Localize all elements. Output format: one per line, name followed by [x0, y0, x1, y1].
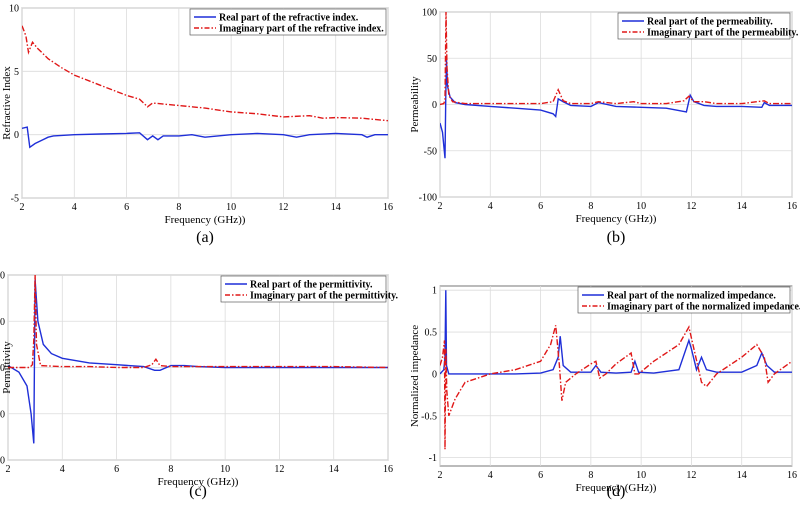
- real-part-line: [440, 60, 792, 159]
- panel-caption: (b): [607, 229, 626, 246]
- legend-box: [617, 12, 791, 40]
- legend-label: Imaginary part of the normalized impedan…: [607, 302, 800, 313]
- x-tick-label: 14: [737, 470, 747, 481]
- y-tick-label: -50: [0, 409, 5, 420]
- y-tick-label: -100: [0, 456, 5, 467]
- y-tick-label: 50: [0, 317, 5, 328]
- panel-caption: (d): [607, 483, 626, 500]
- x-tick-label: 12: [686, 470, 696, 481]
- x-tick-label: 16: [787, 470, 797, 481]
- legend: Real part of the refractive index.Imagin…: [189, 8, 387, 36]
- x-tick-label: 8: [588, 201, 593, 212]
- legend-box: [189, 8, 387, 36]
- x-tick-label: 4: [72, 202, 77, 213]
- legend-label: Imaginary part of the permittivity.: [250, 291, 399, 302]
- y-axis-label: Permeability: [409, 76, 421, 133]
- y-tick-label: -50: [424, 146, 437, 157]
- x-tick-label: 8: [588, 470, 593, 481]
- x-tick-label: 14: [737, 201, 747, 212]
- panel-caption: (c): [189, 483, 207, 500]
- x-tick-label: 10: [636, 201, 646, 212]
- x-tick-label: 14: [329, 464, 339, 475]
- chart-panel-3: 2 4 6 8 10 12 14 16 -100 -50 0 50 100 Real part of th…: [0, 271, 399, 501]
- y-axis-label: Refractive Index: [1, 66, 13, 140]
- x-tick-label: 6: [538, 470, 543, 481]
- x-tick-label: 8: [168, 464, 173, 475]
- x-axis-label: Frequency (GHz)): [576, 213, 657, 225]
- x-tick-label: 4: [488, 201, 493, 212]
- legend-box: [220, 275, 387, 303]
- legend: Real part of the permittivity.Imaginary …: [220, 275, 399, 303]
- y-tick-label: 100: [422, 8, 437, 19]
- y-tick-label: -0.5: [421, 411, 437, 422]
- y-tick-label: -1: [429, 453, 437, 464]
- x-axis-label: Frequency (GHz)): [576, 482, 657, 494]
- real-part-line: [22, 126, 388, 149]
- x-tick-label: 6: [114, 464, 119, 475]
- chart-panel-4: 2 4 6 8 10 12 14 16 -1 -0.5 0 0.5 1 Real part of the …: [409, 285, 800, 500]
- y-tick-label: 10: [9, 4, 19, 15]
- imaginary-part-line: [440, 325, 792, 450]
- imaginary-part-line: [8, 275, 388, 369]
- x-tick-label: 10: [636, 470, 646, 481]
- chart-panel-2: 2 4 6 8 10 12 14 16 -100 -50 0 50 100 Real part of th…: [409, 8, 799, 247]
- x-axis-label: Frequency (GHz)): [158, 476, 239, 488]
- chart-panel-1: 2 4 6 8 10 12 14 16 -5 0 5 10 Real part of the refra…: [1, 4, 393, 247]
- y-tick-label: -5: [11, 194, 19, 205]
- plot-area: [21, 7, 389, 199]
- imaginary-part-line: [22, 25, 388, 122]
- y-tick-label: 100: [0, 271, 5, 282]
- y-tick-label: 50: [427, 54, 437, 65]
- x-tick-label: 16: [383, 202, 393, 213]
- x-tick-label: 16: [383, 464, 393, 475]
- x-tick-label: 4: [488, 470, 493, 481]
- legend-label: Imaginary part of the refractive index.: [219, 24, 384, 35]
- panel-caption: (a): [196, 229, 214, 246]
- y-axis-label: Normalized impedance: [409, 325, 421, 427]
- x-tick-label: 4: [60, 464, 65, 475]
- y-tick-label: 0: [432, 369, 437, 380]
- x-tick-label: 6: [124, 202, 129, 213]
- y-tick-label: 0: [14, 130, 19, 141]
- y-tick-label: 0: [432, 100, 437, 111]
- x-tick-label: 2: [438, 470, 443, 481]
- x-tick-label: 8: [176, 202, 181, 213]
- real-part-line: [440, 290, 792, 375]
- legend-label: Real part of the permittivity.: [250, 280, 373, 291]
- legend: Real part of the permeability.Imaginary …: [617, 12, 799, 40]
- legend-label: Imaginary part of the permeability.: [647, 28, 799, 39]
- x-tick-label: 10: [220, 464, 230, 475]
- x-tick-label: 12: [278, 202, 288, 213]
- x-tick-label: 16: [787, 201, 797, 212]
- y-axis-label: Permittivity: [1, 341, 13, 394]
- y-tick-label: -100: [419, 193, 437, 204]
- y-tick-label: 0.5: [425, 328, 438, 339]
- legend: Real part of the normalized impedance.Im…: [577, 286, 800, 314]
- x-tick-label: 12: [686, 201, 696, 212]
- plot-area: [439, 285, 793, 467]
- x-tick-label: 2: [6, 464, 11, 475]
- y-tick-label: 0: [0, 363, 5, 374]
- y-tick-label: 1: [432, 286, 437, 297]
- legend-label: Real part of the normalized impedance.: [607, 291, 776, 302]
- x-tick-label: 2: [438, 201, 443, 212]
- legend-label: Real part of the permeability.: [647, 17, 773, 28]
- x-tick-label: 6: [538, 201, 543, 212]
- x-tick-label: 2: [20, 202, 25, 213]
- legend-box: [577, 286, 791, 314]
- x-tick-label: 10: [226, 202, 236, 213]
- x-tick-label: 12: [274, 464, 284, 475]
- y-tick-label: 5: [14, 67, 19, 78]
- imaginary-part-line: [440, 12, 792, 106]
- x-tick-label: 14: [331, 202, 341, 213]
- legend-label: Real part of the refractive index.: [219, 13, 359, 24]
- x-axis-label: Frequency (GHz)): [165, 214, 246, 226]
